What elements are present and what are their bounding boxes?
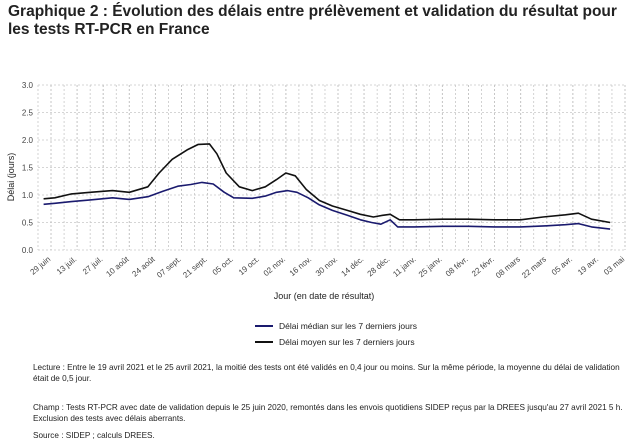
x-tick-label: 02 nov.	[262, 255, 287, 278]
x-tick-label: 05 oct.	[211, 255, 235, 277]
chart-title: Graphique 2 : Évolution des délais entre…	[8, 3, 617, 38]
x-tick-label: 24 août	[130, 254, 157, 279]
x-tick-label: 28 déc.	[366, 255, 392, 279]
line-chart: 0.0 0.5 1.0 1.5 2.0 2.5 3.0 29 juin 13 juil. 27 …	[6, 81, 626, 301]
y-axis-label: Délai (jours)	[6, 153, 16, 202]
x-tick-label: 11 janv.	[391, 255, 417, 279]
champ-note: Champ : Tests RT-PCR avec date de valida…	[33, 403, 623, 423]
x-tick-label: 19 oct.	[237, 255, 261, 277]
x-tick-label: 16 nov.	[288, 255, 313, 278]
x-tick-label: 08 mars	[494, 255, 522, 280]
source-note: Source : SIDEP ; calculs DREES.	[33, 431, 155, 440]
legend-swatch-mean	[255, 341, 273, 343]
x-tick-label: 25 janv.	[417, 255, 444, 280]
y-tick-label: 2.5	[22, 109, 34, 118]
x-tick-label: 30 nov.	[314, 255, 339, 278]
legend-swatch-median	[255, 325, 273, 327]
x-tick-label: 07 sept.	[155, 255, 183, 280]
x-tick-label: 27 juil.	[81, 255, 104, 277]
legend: Délai médian sur les 7 derniers jours Dé…	[255, 318, 417, 350]
x-tick-label: 03 mai	[602, 254, 626, 276]
y-tick-label: 2.0	[22, 136, 34, 145]
legend-item-mean: Délai moyen sur les 7 derniers jours	[255, 334, 417, 350]
y-tick-label: 3.0	[22, 81, 34, 90]
legend-label-median: Délai médian sur les 7 derniers jours	[279, 321, 417, 331]
legend-label-mean: Délai moyen sur les 7 derniers jours	[279, 337, 415, 347]
y-tick-label: 1.0	[22, 191, 34, 200]
grid-major	[38, 84, 626, 251]
x-tick-label: 22 mars	[520, 255, 548, 280]
series-mean-line	[43, 143, 611, 224]
x-tick-label: 10 août	[104, 254, 131, 279]
y-tick-label: 0.0	[22, 246, 34, 255]
x-tick-label: 14 déc.	[340, 255, 366, 279]
grid-minor	[37, 85, 626, 250]
x-tick-label: 21 sept.	[181, 255, 209, 280]
y-tick-label: 1.5	[22, 164, 34, 173]
x-tick-label: 29 juin	[28, 255, 52, 277]
x-tick-label: 05 avr.	[550, 255, 574, 277]
legend-item-median: Délai médian sur les 7 derniers jours	[255, 318, 417, 334]
lecture-note: Lecture : Entre le 19 avril 2021 et le 2…	[33, 363, 620, 383]
series-lines	[43, 143, 611, 230]
series-median-line	[43, 181, 611, 230]
x-tick-label: 22 févr.	[470, 255, 496, 279]
y-tick-label: 0.5	[22, 219, 34, 228]
y-axis-ticks: 0.0 0.5 1.0 1.5 2.0 2.5 3.0	[22, 81, 34, 255]
x-axis-ticks: 29 juin 13 juil. 27 juil. 10 août 24 août07 …	[28, 254, 626, 280]
x-axis-label: Jour (en date de résultat)	[274, 291, 375, 301]
x-tick-label: 08 févr.	[444, 255, 470, 279]
x-tick-label: 13 juil.	[55, 255, 78, 277]
x-tick-label: 19 avr.	[576, 255, 600, 277]
